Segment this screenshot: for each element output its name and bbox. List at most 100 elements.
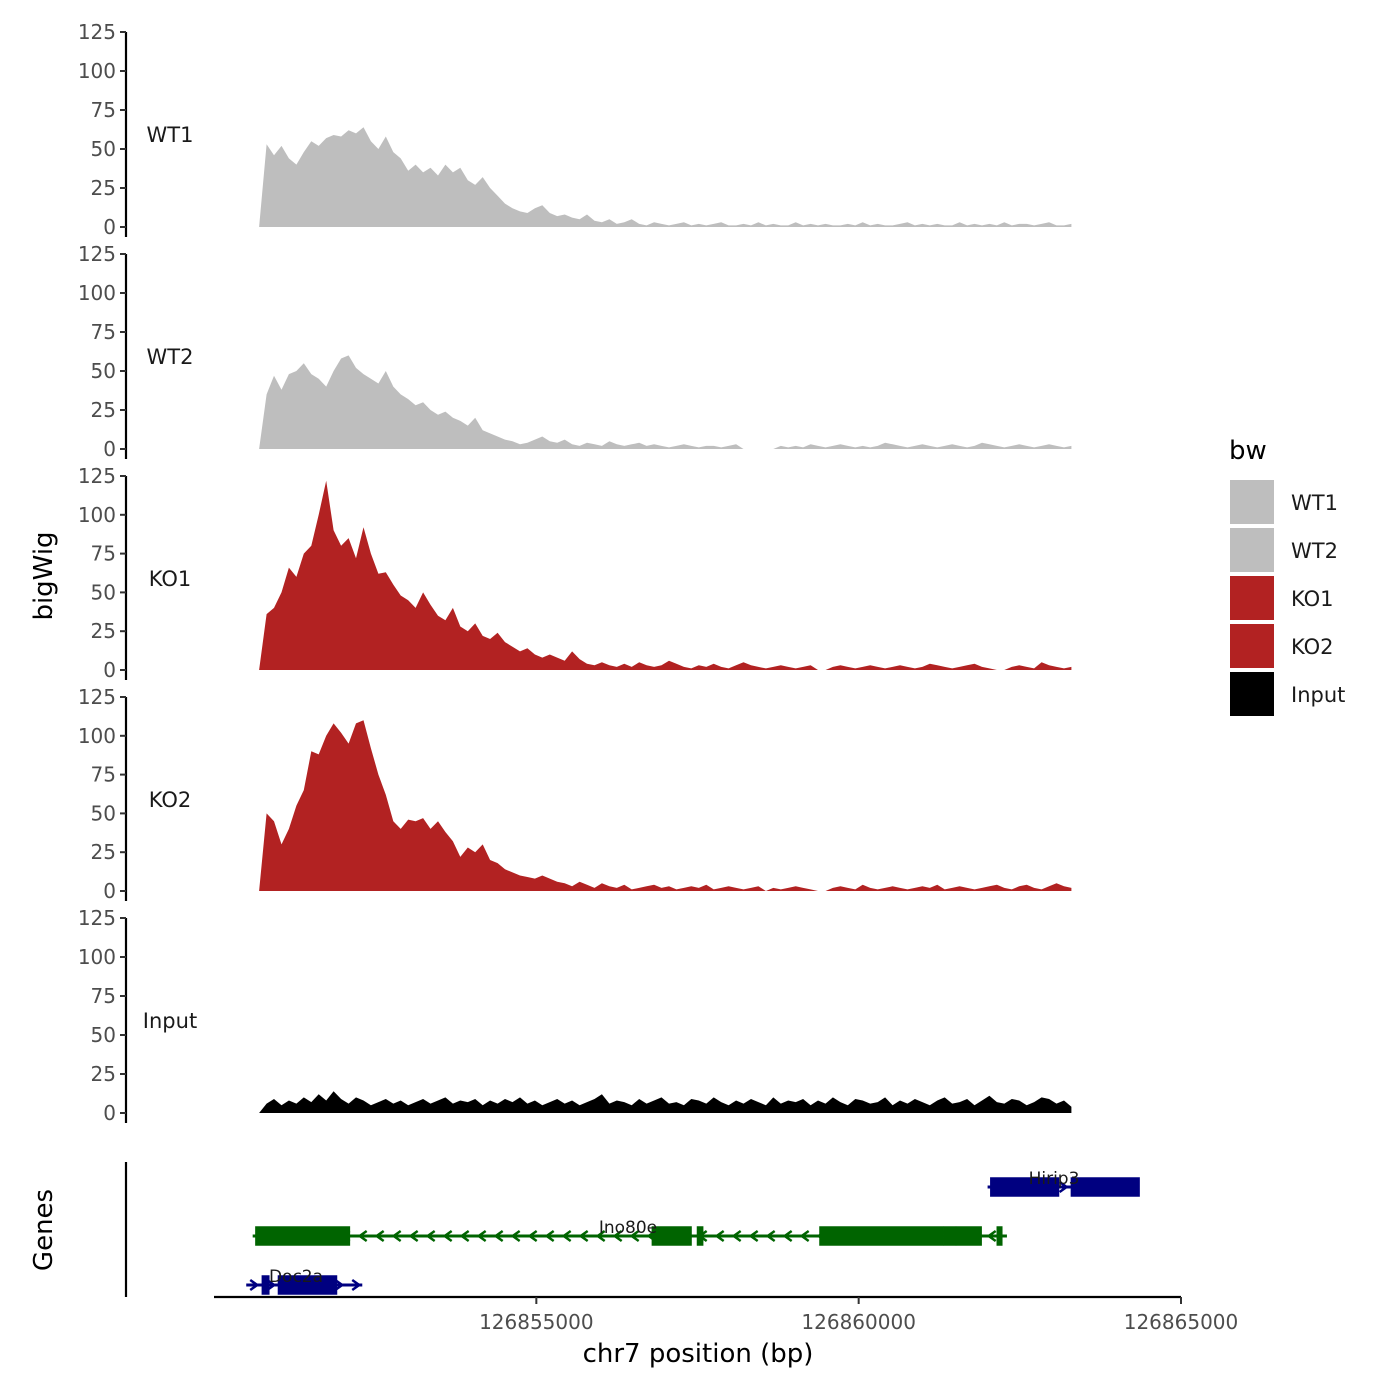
track-label: Input: [143, 1009, 197, 1033]
strand-arrow: [629, 1229, 640, 1243]
y-tick-label: 100: [78, 945, 116, 969]
legend-label: WT1: [1291, 491, 1338, 515]
gene-exon: [261, 1275, 270, 1295]
signal-area: [259, 480, 1072, 670]
y-tick-label: 125: [78, 464, 116, 488]
y-tick-label: 0: [103, 1101, 116, 1125]
y-tick-label: 75: [91, 763, 116, 787]
gene-exon: [277, 1275, 338, 1295]
gene-hirip3: Hirip3: [987, 1169, 1140, 1197]
track-label: KO1: [149, 567, 192, 591]
strand-arrow: [510, 1229, 521, 1243]
y-tick-label: 25: [91, 619, 116, 643]
y-tick-label: 50: [91, 1023, 116, 1047]
strand-arrow: [986, 1229, 997, 1243]
y-tick-label: 0: [103, 879, 116, 903]
strand-arrow: [765, 1229, 776, 1243]
y-axis-title: bigWig: [29, 531, 59, 620]
strand-arrow: [476, 1229, 487, 1243]
y-tick-label: 50: [91, 801, 116, 825]
y-tick-label: 0: [103, 437, 116, 461]
gene-exon: [990, 1177, 1060, 1197]
y-tick-label: 100: [78, 503, 116, 527]
strand-arrow: [748, 1229, 759, 1243]
gene-label: Hirip3: [1029, 1169, 1080, 1189]
y-tick-label: 75: [91, 984, 116, 1008]
y-tick-label: 125: [78, 906, 116, 930]
gene-exon: [696, 1226, 704, 1246]
y-tick-label: 125: [78, 685, 116, 709]
strand-arrow: [493, 1229, 504, 1243]
strand-arrow: [578, 1229, 589, 1243]
legend-label: WT2: [1291, 539, 1338, 563]
y-tick-label: 25: [91, 176, 116, 200]
y-tick-label: 75: [91, 98, 116, 122]
y-tick-label: 75: [91, 542, 116, 566]
strand-arrow: [731, 1229, 742, 1243]
signal-area: [259, 1091, 1072, 1113]
y-tick-label: 50: [91, 359, 116, 383]
strand-arrow: [1058, 1180, 1069, 1194]
legend-swatch: [1230, 624, 1274, 668]
strand-arrow: [374, 1229, 385, 1243]
y-tick-label: 125: [78, 20, 116, 44]
strand-arrow: [595, 1229, 606, 1243]
signal-area: [259, 127, 1072, 227]
strand-arrow: [459, 1229, 470, 1243]
strand-arrow: [527, 1229, 538, 1243]
x-tick-label: 126860000: [801, 1310, 916, 1334]
x-axis: 126855000 126860000 126865000: [214, 1295, 1239, 1334]
legend-swatch: [1230, 480, 1274, 524]
track-wt1: 0 25 50 75 100 125 WT1: [78, 20, 1072, 239]
strand-arrow: [442, 1229, 453, 1243]
strand-arrow: [782, 1229, 793, 1243]
y-tick-label: 50: [91, 580, 116, 604]
legend-label: KO1: [1291, 587, 1334, 611]
strand-arrow: [351, 1278, 362, 1292]
strand-arrow: [544, 1229, 555, 1243]
strand-arrow: [408, 1229, 419, 1243]
genes-axis-title: Genes: [29, 1189, 59, 1271]
legend-label: KO2: [1291, 635, 1334, 659]
track-label: WT2: [147, 345, 194, 369]
strand-arrow: [249, 1278, 260, 1292]
legend-swatch: [1230, 528, 1274, 572]
gene-exon: [943, 1226, 957, 1246]
gene-label: Ino80e: [599, 1218, 657, 1238]
x-tick-label: 126865000: [1124, 1310, 1239, 1334]
y-tick-label: 100: [78, 59, 116, 83]
signal-area: [259, 355, 1072, 449]
gene-exon: [955, 1226, 982, 1246]
y-tick-label: 125: [78, 242, 116, 266]
strand-arrow: [266, 1278, 277, 1292]
y-tick-label: 75: [91, 320, 116, 344]
strand-arrow: [357, 1229, 368, 1243]
legend-label: Input: [1291, 683, 1345, 707]
legend-swatch: [1230, 672, 1274, 716]
y-tick-label: 25: [91, 398, 116, 422]
gene-doc2a: Doc2a: [246, 1267, 363, 1295]
track-input: 0 25 50 75 100 125 Input: [78, 906, 1072, 1125]
y-tick-label: 25: [91, 840, 116, 864]
legend-title: bw: [1229, 436, 1267, 466]
signal-tracks: 0 25 50 75 100 125 WT1 0 25 50 75 100 125 WT2 0 25 50 75 1…: [78, 20, 1072, 1125]
track-label: KO2: [149, 788, 192, 812]
strand-arrow: [714, 1229, 725, 1243]
gene-exon: [1070, 1177, 1140, 1197]
strand-arrow: [799, 1229, 810, 1243]
strand-arrow: [561, 1229, 572, 1243]
strand-arrow: [391, 1229, 402, 1243]
strand-arrow: [612, 1229, 623, 1243]
x-axis-title: chr7 position (bp): [583, 1339, 814, 1369]
gene-exon: [996, 1226, 1003, 1246]
gene-exon: [255, 1226, 351, 1246]
gene-exon: [819, 1226, 944, 1246]
legend-swatch: [1230, 576, 1274, 620]
x-tick-label: 126855000: [479, 1310, 594, 1334]
gene-exon: [651, 1226, 692, 1246]
track-label: WT1: [147, 123, 194, 147]
track-ko1: 0 25 50 75 100 125 KO1: [78, 464, 1072, 682]
y-tick-label: 0: [103, 658, 116, 682]
y-tick-label: 0: [103, 215, 116, 239]
